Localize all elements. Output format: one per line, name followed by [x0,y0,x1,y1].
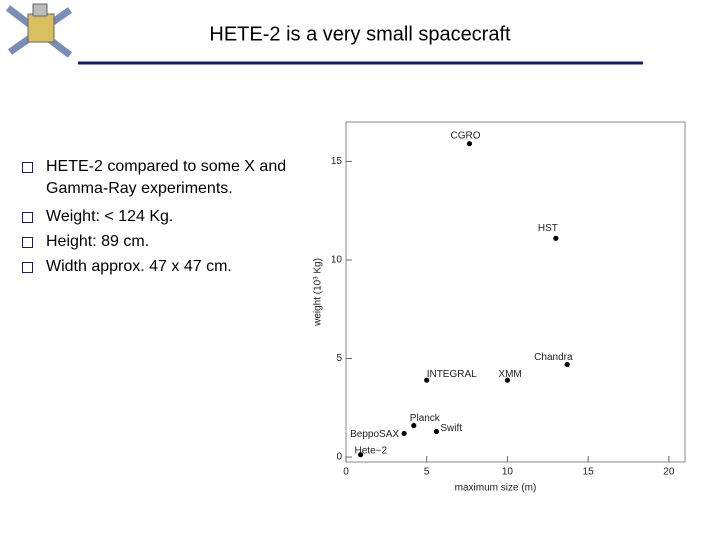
bullet-icon [22,212,33,223]
x-tick-label: 15 [583,467,595,478]
bullet-icon [22,237,33,248]
point-label: HST [538,223,558,234]
bullet-text: HETE-2 compared to some X and Gamma-Ray … [46,158,287,197]
bullet-text: Height: 89 cm. [46,233,150,250]
y-tick-label: 15 [331,156,343,167]
point [553,235,559,241]
logo [5,3,73,58]
bullet-text: Width approx. 47 x 47 cm. [46,258,232,275]
point-label: Planck [410,413,441,424]
point [401,430,407,437]
bullet-icon [22,162,33,173]
bullet: HETE-2 compared to some X and Gamma-Ray … [22,156,296,200]
x-tick-label: 0 [343,467,349,478]
bullet: Height: 89 cm. [22,231,296,253]
point-label: CGRO [450,130,480,141]
point-label: Hete−2 [355,445,388,456]
point [357,452,364,458]
y-tick-label: 0 [336,452,342,463]
bullet-text: Weight: < 124 Kg. [46,208,174,225]
y-tick-label: 5 [336,353,342,364]
bullet-icon [22,262,33,273]
point-label: XMM [498,369,521,380]
point [504,377,511,383]
plot-frame [345,121,686,463]
point [564,361,570,368]
point [433,428,439,435]
x-tick-label: 10 [502,467,514,478]
point-label: BeppoSAX [350,429,399,440]
point [424,377,430,383]
y-tick-label: 10 [331,255,343,266]
point-label: Swift [440,423,462,434]
point-label: INTEGRAL [427,369,477,380]
bullet: Weight: < 124 Kg. [22,206,296,228]
x-tick-label: 5 [424,467,430,478]
slide-title: HETE-2 is a very small spacecraft [209,23,511,45]
point [411,422,417,429]
y-axis-label: weight (10³ Kg) [313,258,324,327]
point [466,141,473,147]
bullet: Width approx. 47 x 47 cm. [22,256,296,278]
x-tick-label: 20 [663,467,675,478]
point-label: Chandra [534,352,573,363]
x-axis-label: maximum size (m) [455,483,537,494]
